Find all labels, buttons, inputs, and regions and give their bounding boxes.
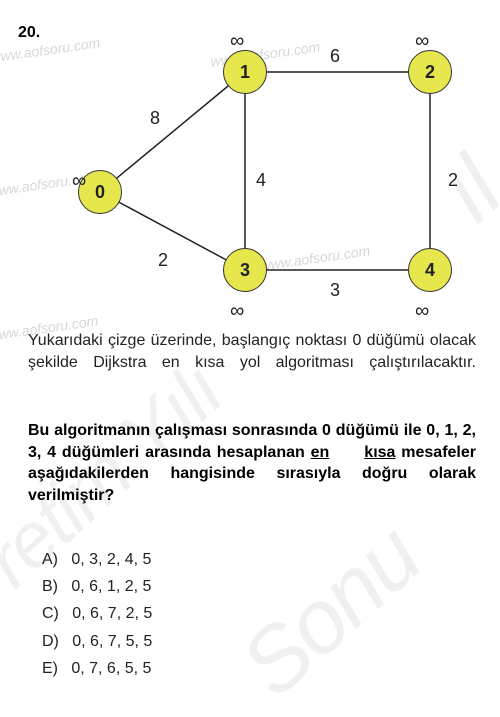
option-d[interactable]: D) 0, 6, 7, 5, 5 — [42, 628, 152, 655]
graph-edge — [100, 192, 245, 270]
graph: 8624230∞1∞2∞3∞4∞ — [50, 30, 480, 320]
question-text: Bu algoritmanın çalışması sonrasında 0 d… — [28, 420, 476, 506]
big-watermark: Sonu — [222, 506, 441, 717]
option-b[interactable]: B) 0, 6, 1, 2, 5 — [42, 573, 152, 600]
infinity-label: ∞ — [230, 30, 244, 53]
edge-weight: 2 — [158, 250, 168, 271]
graph-node-2: 2 — [408, 50, 452, 94]
graph-node-4: 4 — [408, 248, 452, 292]
infinity-label: ∞ — [415, 30, 429, 53]
option-e[interactable]: E) 0, 7, 6, 5, 5 — [42, 655, 152, 682]
option-c[interactable]: C) 0, 6, 7, 2, 5 — [42, 600, 152, 627]
edge-weight: 2 — [448, 170, 458, 191]
edge-weight: 3 — [330, 280, 340, 301]
question-gap — [329, 444, 364, 461]
infinity-label: ∞ — [415, 300, 429, 323]
infinity-label: ∞ — [72, 170, 86, 193]
graph-node-3: 3 — [223, 248, 267, 292]
question-underline-1: en — [311, 444, 330, 461]
option-a[interactable]: A) 0, 3, 2, 4, 5 — [42, 546, 152, 573]
graph-node-1: 1 — [223, 50, 267, 94]
problem-description: Yukarıdaki çizge üzerinde, başlangıç nok… — [28, 330, 476, 373]
question-number: 20. — [18, 24, 40, 42]
edge-weight: 6 — [330, 46, 340, 67]
graph-edge — [100, 72, 245, 192]
infinity-label: ∞ — [230, 300, 244, 323]
edge-weight: 4 — [256, 170, 266, 191]
edge-weight: 8 — [150, 108, 160, 129]
question-underline-2: kısa — [364, 444, 395, 461]
answer-options: A) 0, 3, 2, 4, 5B) 0, 6, 1, 2, 5C) 0, 6,… — [42, 546, 152, 682]
